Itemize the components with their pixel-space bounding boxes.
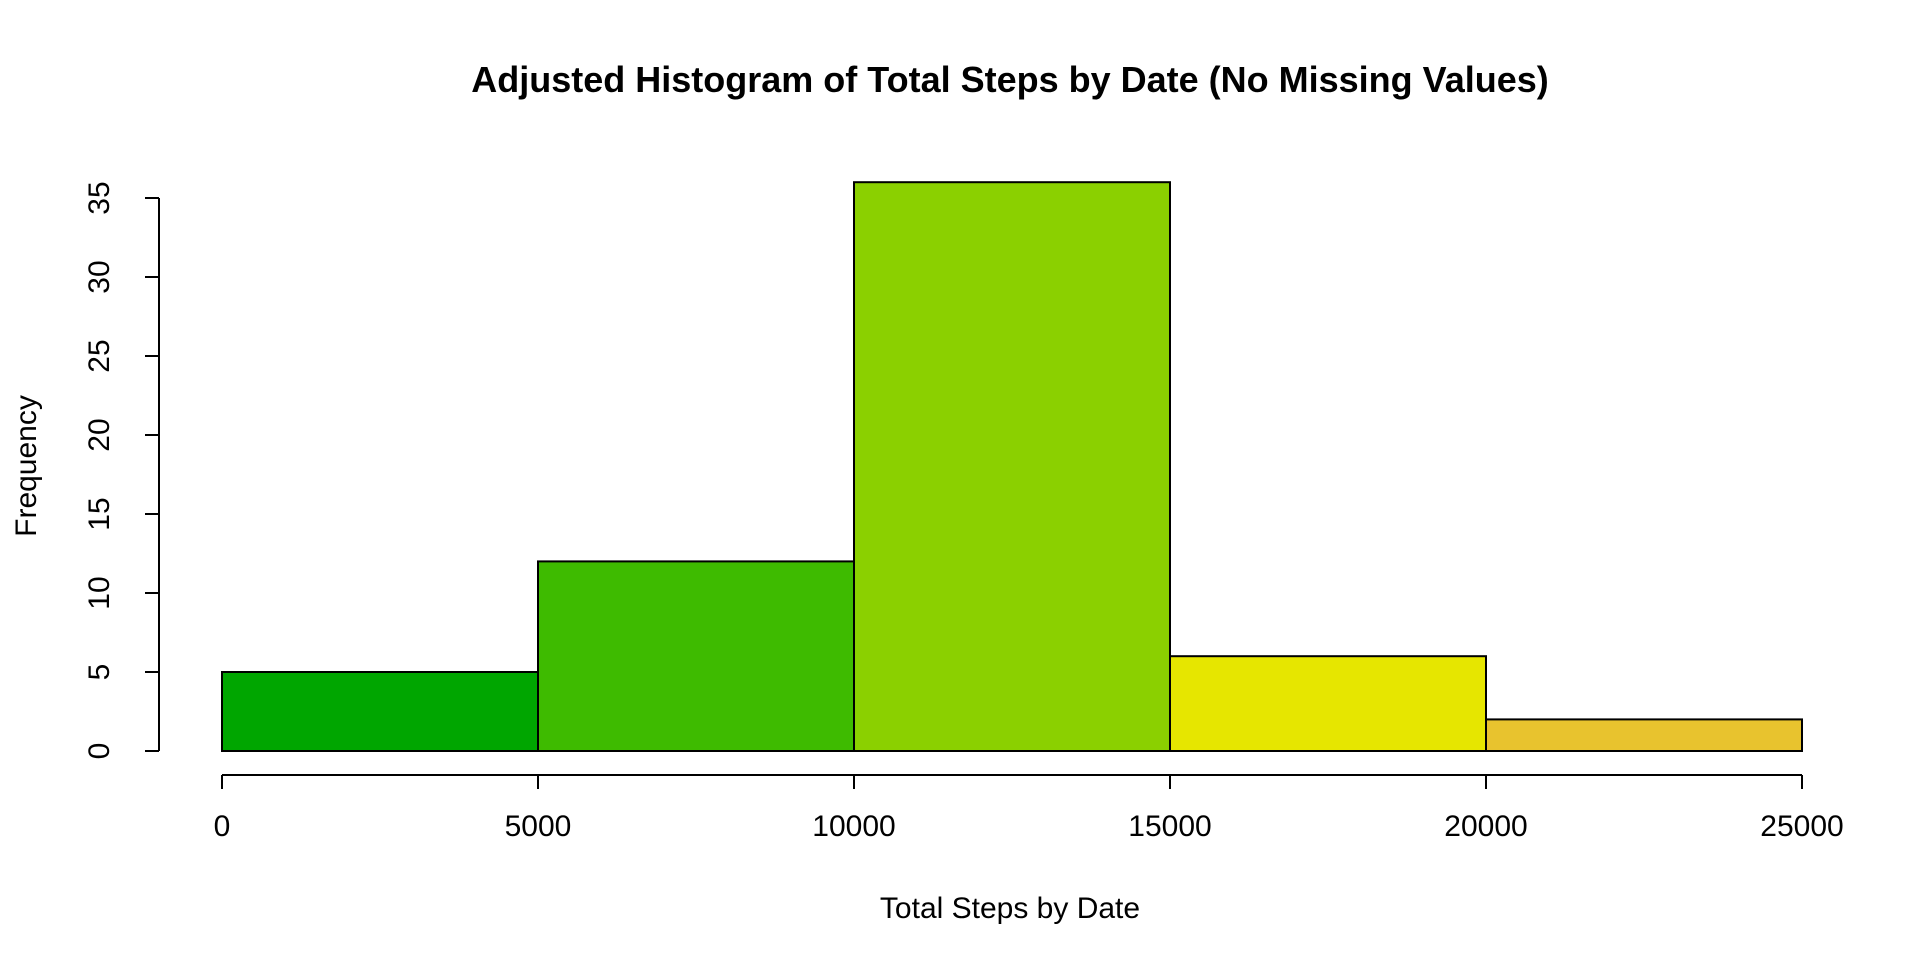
histogram-bar <box>1169 655 1487 753</box>
chart-title: Adjusted Histogram of Total Steps by Dat… <box>471 59 1549 100</box>
x-tick-label: 5000 <box>505 810 572 843</box>
x-tick-label: 25000 <box>1760 810 1843 843</box>
y-tick-label: 10 <box>83 576 116 609</box>
histogram-bar <box>1485 718 1803 753</box>
y-tick-label: 20 <box>83 418 116 451</box>
y-axis-label: Frequency <box>10 395 43 537</box>
histogram-bar <box>537 560 855 753</box>
y-axis: 0 5 10 15 20 25 30 35 <box>83 181 160 760</box>
bars-group <box>221 181 1803 753</box>
x-tick-label: 15000 <box>1128 810 1211 843</box>
y-tick-label: 5 <box>83 664 116 681</box>
histogram-bar <box>221 671 539 752</box>
y-tick-label: 25 <box>83 339 116 372</box>
y-tick-label: 15 <box>83 497 116 530</box>
x-tick-label: 20000 <box>1444 810 1527 843</box>
x-tick-label: 10000 <box>812 810 895 843</box>
y-tick-label: 30 <box>83 260 116 293</box>
y-tick-label: 0 <box>83 743 116 760</box>
x-tick-label: 0 <box>214 810 231 843</box>
x-axis-label: Total Steps by Date <box>880 892 1140 925</box>
histogram-bar <box>853 181 1171 752</box>
x-axis: 0 5000 10000 15000 20000 25000 <box>214 774 1844 843</box>
y-tick-label: 35 <box>83 181 116 214</box>
